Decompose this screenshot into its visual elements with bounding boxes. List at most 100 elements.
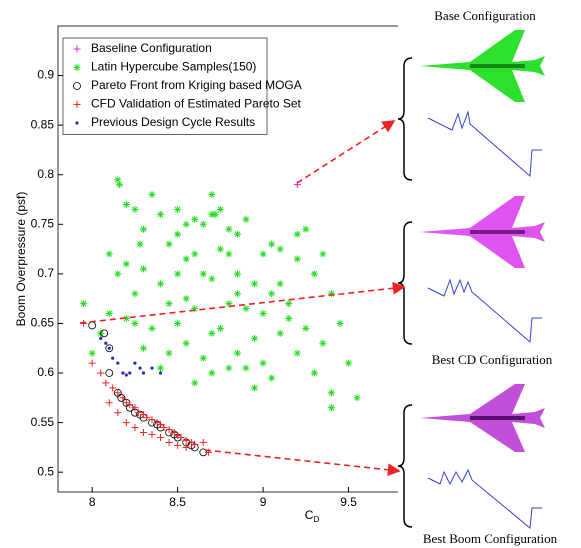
- marker-dot: [141, 371, 146, 375]
- marker-dot: [158, 371, 163, 375]
- marker-stroke: [302, 226, 309, 233]
- x-tick-label: 8.5: [169, 495, 186, 509]
- marker: [310, 369, 318, 377]
- marker: [233, 349, 241, 357]
- marker: [285, 314, 293, 322]
- marker-stroke: [183, 256, 190, 262]
- marker-dot: [133, 361, 137, 365]
- marker-stroke: [268, 241, 275, 247]
- marker: [259, 359, 267, 367]
- marker-stroke: [302, 325, 309, 332]
- marker: [139, 225, 147, 233]
- marker-stroke: [251, 385, 258, 391]
- marker-ring: [88, 321, 97, 330]
- marker: [251, 384, 259, 392]
- inset-bg: [398, 0, 581, 548]
- marker: [150, 366, 154, 370]
- marker-stroke: [320, 251, 326, 257]
- marker-stroke: [277, 246, 284, 252]
- y-axis-label: Boom Overpressure (psf): [14, 192, 28, 327]
- marker: [114, 409, 122, 417]
- marker: [122, 260, 130, 268]
- marker-stroke: [174, 206, 181, 213]
- marker: [141, 371, 146, 375]
- marker-stroke: [157, 280, 164, 287]
- marker: [174, 230, 182, 238]
- marker: [73, 82, 81, 90]
- y-tick-label: 0.6: [37, 365, 54, 379]
- marker-stroke: [132, 290, 138, 297]
- marker: [191, 215, 199, 223]
- marker: [124, 373, 128, 377]
- marker: [211, 210, 219, 218]
- marker-stroke: [183, 340, 190, 347]
- marker-stroke: [251, 280, 258, 287]
- marker-dot: [99, 336, 103, 340]
- marker: [191, 379, 199, 387]
- marker: [182, 339, 190, 347]
- marker: [199, 438, 207, 446]
- marker-dot: [116, 361, 120, 365]
- marker-stroke: [137, 241, 143, 247]
- marker: [88, 321, 97, 330]
- marker-stroke: [268, 375, 275, 381]
- legend-label: Previous Design Cycle Results: [91, 115, 255, 129]
- signature-line: [427, 468, 542, 529]
- marker-stroke: [226, 365, 232, 371]
- marker: [139, 344, 147, 352]
- marker: [114, 389, 122, 397]
- marker: [345, 359, 353, 367]
- marker-stroke: [106, 251, 113, 257]
- marker: [105, 310, 113, 318]
- marker-stroke: [285, 300, 292, 307]
- marker-stroke: [234, 290, 241, 297]
- marker: [182, 436, 190, 444]
- marker-dot: [104, 341, 108, 345]
- marker-stroke: [260, 360, 266, 366]
- marker-stroke: [277, 330, 284, 337]
- marker-stroke: [183, 295, 190, 302]
- marker: [105, 369, 114, 377]
- marker: [165, 438, 173, 446]
- marker: [88, 349, 96, 357]
- marker-stroke: [80, 300, 87, 307]
- marker-stroke: [174, 320, 181, 327]
- marker: [199, 354, 207, 362]
- marker: [165, 240, 173, 248]
- marker: [225, 300, 233, 308]
- marker: [165, 349, 173, 357]
- marker: [233, 230, 241, 238]
- marker: [208, 191, 216, 199]
- marker-stroke: [166, 241, 172, 247]
- marker-stroke: [200, 271, 207, 277]
- marker: [259, 310, 267, 318]
- aircraft: [420, 30, 545, 102]
- marker-stroke: [114, 176, 121, 183]
- x-axis-label: CD: [305, 508, 320, 524]
- marker: [251, 280, 259, 288]
- marker: [174, 270, 182, 278]
- marker-stroke: [217, 325, 224, 332]
- marker: [268, 374, 276, 382]
- legend-label: Latin Hypercube Samples(150): [91, 60, 256, 74]
- marker-dot: [107, 346, 111, 350]
- marker-stroke: [149, 325, 155, 332]
- marker: [131, 290, 139, 298]
- marker-stroke: [294, 256, 301, 262]
- y-tick-label: 0.85: [31, 117, 55, 131]
- signature-line: [427, 110, 542, 178]
- inset-title: Best Boom Configuration: [423, 531, 558, 546]
- marker-dot: [128, 371, 132, 375]
- marker-stroke: [183, 221, 190, 228]
- marker: [121, 371, 125, 375]
- marker: [276, 280, 284, 288]
- marker-stroke: [311, 370, 318, 376]
- marker: [216, 245, 224, 253]
- marker-stroke: [140, 226, 147, 233]
- marker: [165, 300, 173, 308]
- marker-stroke: [285, 315, 292, 322]
- x-tick-label: 9: [260, 495, 267, 509]
- marker-stroke: [74, 64, 80, 71]
- arrows: [79, 120, 406, 477]
